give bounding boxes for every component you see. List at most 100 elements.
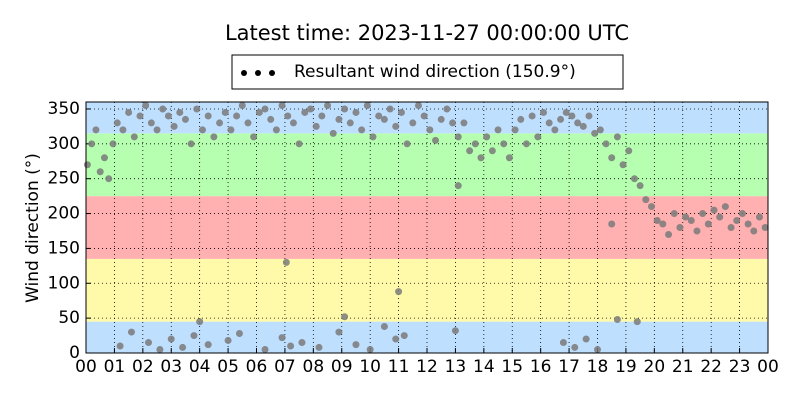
scatter-point [100, 154, 108, 162]
x-tick-label: 17 [558, 357, 580, 377]
scatter-point [613, 133, 621, 141]
x-tick-label: 18 [587, 357, 609, 377]
scatter-point [562, 108, 570, 116]
scatter-point [426, 126, 434, 134]
scatter-point [145, 339, 153, 347]
x-tick-label: 12 [416, 357, 438, 377]
scatter-point [109, 140, 117, 148]
scatter-point [193, 105, 201, 113]
scatter-point [306, 105, 314, 113]
scatter-point [568, 112, 576, 120]
scatter-point [233, 112, 241, 120]
scatter-point [395, 288, 403, 296]
x-tick-label: 21 [672, 357, 694, 377]
scatter-point [392, 122, 400, 130]
scatter-point [596, 126, 604, 134]
scatter-point [88, 140, 96, 148]
legend-box [231, 54, 624, 90]
scatter-point [282, 258, 290, 266]
scatter-point [341, 105, 349, 113]
scatter-point [699, 210, 707, 218]
scatter-point [636, 182, 644, 190]
x-tick-label: 11 [388, 357, 410, 377]
y-tick-label: 150 [48, 238, 80, 258]
scatter-point [92, 126, 100, 134]
scatter-point [142, 101, 150, 109]
scatter-point [380, 115, 388, 123]
scatter-point [187, 140, 195, 148]
scatter-point [738, 210, 746, 218]
scatter-point [761, 224, 769, 231]
scatter-point [582, 335, 590, 343]
scatter-point [366, 346, 374, 354]
scatter-point [96, 168, 104, 176]
y-tick-label: 250 [48, 169, 80, 189]
scatter-point [585, 112, 593, 120]
scatter-point [235, 329, 243, 337]
scatter-point [579, 122, 587, 130]
x-tick-label: 05 [217, 357, 239, 377]
scatter-point [190, 332, 198, 340]
scatter-point [278, 101, 286, 109]
scatter-point [312, 122, 320, 130]
scatter-point [352, 108, 360, 116]
scatter-point [278, 334, 286, 342]
scatter-point [551, 126, 559, 134]
scatter-point [147, 119, 155, 127]
scatter-point [403, 140, 411, 148]
scatter-point [250, 133, 258, 141]
legend-marker [255, 70, 261, 76]
scatter-point [409, 119, 417, 127]
scatter-point [324, 101, 332, 109]
scatter-point [500, 140, 508, 148]
scatter-point [159, 105, 167, 113]
legend-label: Resultant wind direction (150.9°) [294, 62, 576, 82]
scatter-point [289, 119, 297, 127]
scatter-point [511, 126, 519, 134]
y-tick-label: 300 [48, 134, 80, 154]
scatter-point [528, 112, 536, 120]
scatter-point [443, 105, 451, 113]
scatter-point [238, 101, 246, 109]
scatter-point [432, 136, 440, 144]
scatter-point [352, 341, 360, 349]
scatter-point [335, 328, 343, 336]
scatter-point [295, 140, 303, 148]
scatter-point [83, 161, 91, 169]
scatter-point [437, 115, 445, 123]
scatter-point [653, 217, 661, 225]
x-tick-label: 22 [700, 357, 722, 377]
x-tick-label: 03 [160, 357, 182, 377]
scatter-point [301, 108, 309, 116]
scatter-point [608, 154, 616, 162]
scatter-point [665, 230, 673, 238]
scatter-point [224, 336, 232, 344]
scatter-point [540, 108, 548, 116]
scatter-point [196, 318, 204, 326]
scatter-point [227, 126, 235, 134]
x-tick-label: 20 [644, 357, 666, 377]
scatter-point [750, 227, 758, 235]
scatter-point [642, 196, 650, 204]
x-tick-label: 07 [274, 357, 296, 377]
scatter-point [156, 346, 164, 354]
scatter-point [199, 126, 207, 134]
scatter-point [574, 119, 582, 127]
scatter-point [261, 105, 269, 113]
scatter-point [244, 119, 252, 127]
x-tick-label: 08 [303, 357, 325, 377]
scatter-point [221, 108, 229, 116]
scatter-point [494, 126, 502, 134]
scatter-point [659, 220, 667, 228]
scatter-point [704, 220, 712, 228]
scatter-point [267, 115, 275, 123]
scatter-point [670, 210, 678, 218]
scatter-point [488, 147, 496, 155]
scatter-point [125, 108, 133, 116]
scatter-point [449, 119, 457, 127]
scatter-point [682, 213, 690, 221]
scatter-point [261, 346, 269, 354]
scatter-point [557, 115, 565, 123]
